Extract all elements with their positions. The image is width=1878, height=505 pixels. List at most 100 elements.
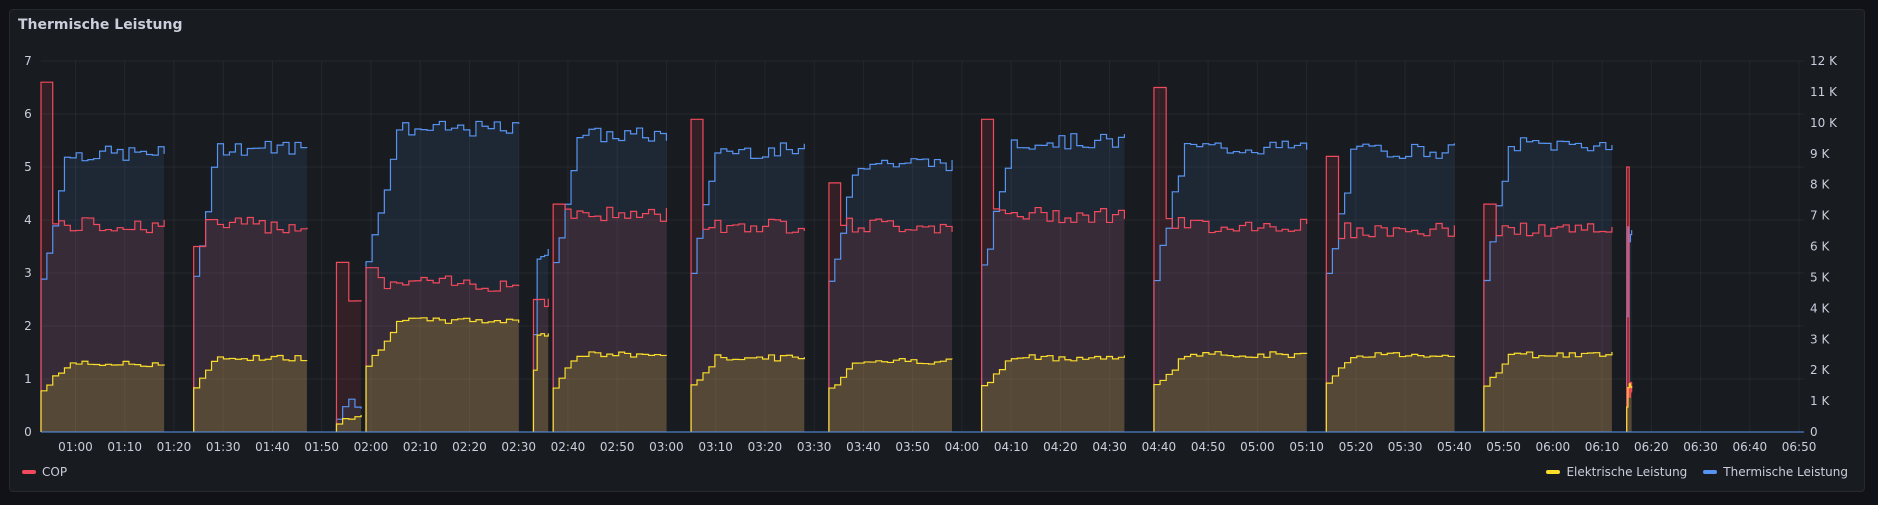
- legend-label-thermisch: Thermische Leistung: [1723, 465, 1848, 479]
- area-elektrisch: [981, 354, 1125, 432]
- area-cop: [41, 82, 165, 432]
- area-cop: [691, 119, 805, 433]
- line-elektrisch: [1325, 352, 1455, 432]
- x-tick: 01:00: [58, 440, 93, 454]
- area-cop: [1326, 156, 1455, 432]
- line-elektrisch: [552, 351, 668, 432]
- legend-swatch-cop: [22, 470, 36, 474]
- y-right-tick: 1 K: [1810, 394, 1830, 408]
- legend-item-thermisch[interactable]: Thermische Leistung: [1703, 465, 1848, 479]
- x-tick: 04:20: [1043, 440, 1078, 454]
- line-cop: [690, 118, 805, 432]
- line-elektrisch: [690, 354, 805, 432]
- legend-left: COP: [22, 465, 67, 479]
- area-cop: [553, 204, 667, 432]
- line-cop: [828, 182, 953, 432]
- x-tick: 03:20: [748, 440, 783, 454]
- y-right-tick: 12 K: [1810, 54, 1838, 68]
- line-thermisch: [1483, 137, 1613, 432]
- line-thermisch: [828, 158, 953, 432]
- y-right-tick: 0: [1810, 425, 1818, 439]
- legend-item-cop[interactable]: COP: [22, 465, 67, 479]
- y-right-tick: 9 K: [1810, 147, 1830, 161]
- area-cop: [1153, 87, 1307, 432]
- x-tick: 02:10: [403, 440, 438, 454]
- x-tick: 06:10: [1585, 440, 1620, 454]
- x-tick: 04:00: [945, 440, 980, 454]
- line-cop: [1626, 166, 1633, 432]
- area-elektrisch: [366, 317, 519, 432]
- area-thermisch: [41, 146, 165, 432]
- x-tick: 01:20: [157, 440, 192, 454]
- y-right-tick: 3 K: [1810, 332, 1830, 346]
- x-tick: 04:10: [994, 440, 1029, 454]
- line-cop: [1325, 155, 1455, 432]
- line-cop: [532, 298, 549, 432]
- x-tick: 06:40: [1733, 440, 1768, 454]
- line-cop: [980, 118, 1126, 432]
- y-left-tick: 1: [24, 372, 32, 386]
- y-left-tick: 2: [24, 319, 32, 333]
- line-cop: [40, 81, 165, 432]
- chart-panel: Thermische Leistung 0 1 2 3 4 5 6 7 0 1 K 2 K 3 K 4…: [9, 9, 1865, 492]
- x-tick: 04:40: [1142, 440, 1177, 454]
- legend-label-elektrisch: Elektrische Leistung: [1566, 465, 1688, 479]
- y-right-tick: 4 K: [1810, 301, 1830, 315]
- line-cop: [335, 261, 362, 432]
- area-elektrisch: [1326, 352, 1455, 432]
- x-tick: 05:40: [1437, 440, 1472, 454]
- x-axis: 01:00 01:10 01:20 01:30 01:40 01:50 02:00 02:10…: [58, 440, 1816, 454]
- line-cop: [365, 267, 520, 432]
- line-thermisch: [1325, 143, 1455, 432]
- x-tick: 02:30: [501, 440, 536, 454]
- x-tick: 02:20: [452, 440, 487, 454]
- x-tick: 02:50: [600, 440, 635, 454]
- chart-canvas[interactable]: 0 1 2 3 4 5 6 7 0 1 K 2 K 3 K 4 K 5 K 6 K 7 K 8 K 9 K 10 …: [10, 10, 1866, 493]
- y-right-tick: 8 K: [1810, 178, 1830, 192]
- area-cop: [981, 119, 1125, 433]
- y-left-tick: 0: [24, 425, 32, 439]
- x-tick: 01:40: [255, 440, 290, 454]
- x-tick: 05:50: [1486, 440, 1521, 454]
- y-left-tick: 6: [24, 107, 32, 121]
- line-elektrisch: [1483, 351, 1613, 432]
- legend-item-elektrisch[interactable]: Elektrische Leistung: [1546, 465, 1687, 479]
- panel-title[interactable]: Thermische Leistung: [18, 17, 183, 33]
- x-tick: 02:40: [551, 440, 586, 454]
- area-elektrisch: [1483, 351, 1612, 432]
- area-elektrisch: [193, 355, 307, 432]
- x-tick: 02:00: [354, 440, 389, 454]
- line-cop: [1483, 203, 1613, 432]
- y-right-tick: 5 K: [1810, 270, 1830, 284]
- line-elektrisch: [1153, 351, 1308, 432]
- x-tick: 04:50: [1191, 440, 1226, 454]
- area-cop: [193, 217, 307, 432]
- line-cop: [1153, 86, 1308, 432]
- y-left-tick: 3: [24, 266, 32, 280]
- x-tick: 03:30: [797, 440, 832, 454]
- x-tick: 04:30: [1092, 440, 1127, 454]
- area-thermisch: [1326, 143, 1455, 432]
- line-thermisch: [690, 142, 805, 432]
- area-elektrisch: [691, 354, 805, 432]
- y-axis-left: 0 1 2 3 4 5 6 7: [24, 54, 32, 439]
- area-thermisch: [366, 121, 519, 432]
- x-tick: 03:00: [649, 440, 684, 454]
- legend-right: Elektrische Leistung Thermische Leistung: [1546, 465, 1848, 479]
- grid: [41, 60, 1804, 433]
- line-thermisch: [193, 140, 308, 432]
- line-thermisch: [552, 127, 668, 432]
- line-elektrisch: [980, 354, 1126, 432]
- x-tick: 05:20: [1339, 440, 1374, 454]
- area-thermisch: [1483, 137, 1612, 432]
- x-tick: 06:50: [1782, 440, 1817, 454]
- area-elektrisch: [1153, 351, 1307, 432]
- y-right-tick: 6 K: [1810, 240, 1830, 254]
- y-right-tick: 11 K: [1810, 85, 1838, 99]
- area-cop: [828, 182, 953, 432]
- y-left-tick: 7: [24, 54, 32, 68]
- line-elektrisch: [193, 354, 308, 432]
- line-elektrisch: [335, 414, 362, 432]
- area-elektrisch: [828, 358, 953, 432]
- line-elektrisch: [365, 317, 520, 432]
